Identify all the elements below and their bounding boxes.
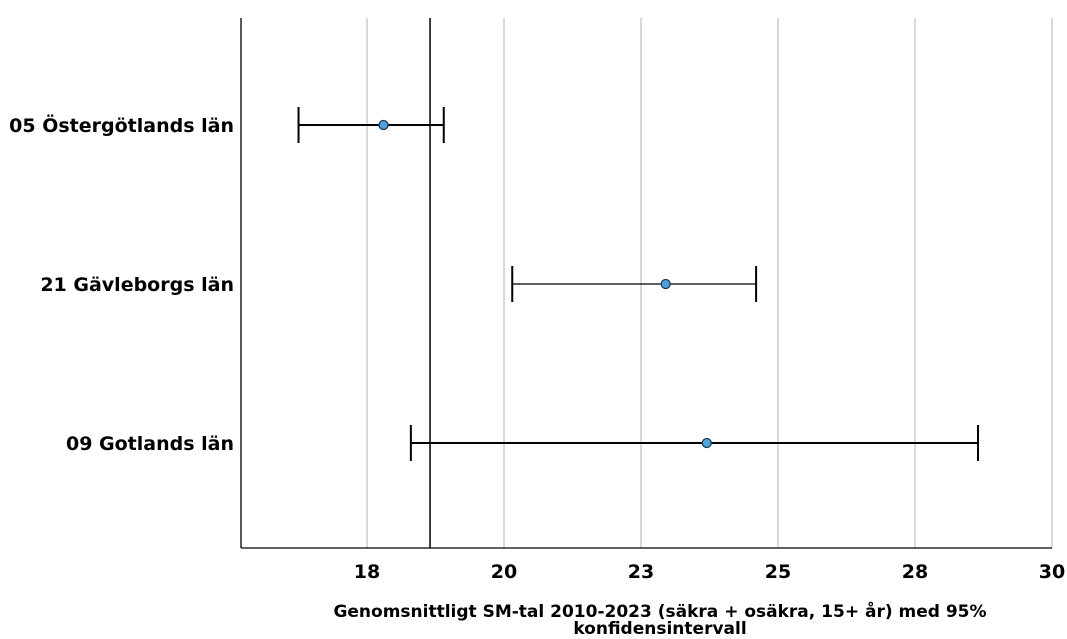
mean-point	[378, 119, 389, 131]
error-bars	[297, 107, 980, 461]
category-labels: 05 Östergötlands län 21 Gävleborgs län 09 …	[9, 113, 234, 455]
mean-point	[660, 278, 671, 290]
category-label: 09 Gotlands län	[66, 433, 234, 455]
x-axis-title-line-2: konfidensintervall	[573, 619, 746, 639]
x-axis-title-line-1: Genomsnittligt SM-tal 2010-2023 (säkra +…	[333, 600, 986, 622]
mean-point	[701, 437, 712, 449]
x-axis-title: Genomsnittligt SM-tal 2010-2023 (säkra +…	[333, 600, 986, 639]
category-label: 21 Gävleborgs län	[40, 274, 234, 296]
axes	[240, 18, 1052, 549]
category-label: 05 Östergötlands län	[9, 113, 234, 137]
x-tick-labels: 18 20 23 25 28 30	[354, 561, 1065, 583]
x-tick-label: 28	[902, 561, 928, 583]
x-tick-label: 18	[354, 561, 380, 583]
x-tick-label: 30	[1039, 561, 1065, 583]
x-tick-label: 25	[765, 561, 791, 583]
x-tick-label: 23	[628, 561, 654, 583]
x-tick-label: 20	[491, 561, 517, 583]
gridlines	[366, 18, 1053, 548]
